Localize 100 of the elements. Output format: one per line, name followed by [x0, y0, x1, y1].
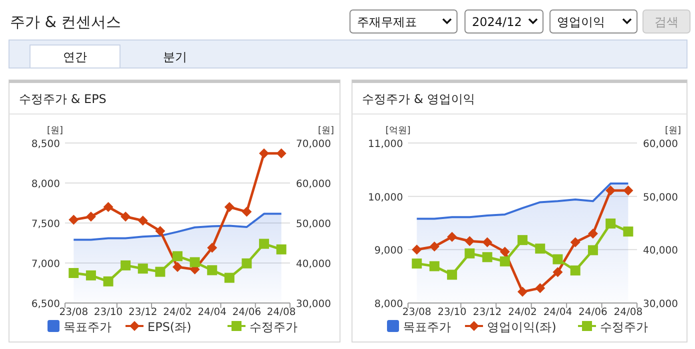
point	[224, 202, 234, 212]
point	[447, 232, 458, 242]
point	[86, 270, 96, 280]
x-tick-label: 24/04	[198, 307, 227, 318]
point	[207, 265, 218, 276]
point	[606, 218, 616, 229]
x-tick-label: 24/08	[266, 307, 296, 318]
point	[276, 148, 286, 158]
x-tick-label: 23/08	[59, 307, 88, 318]
point	[518, 235, 528, 246]
point	[429, 241, 440, 252]
x-tick-label: 23/10	[438, 307, 466, 318]
y-tick-label: 8,500	[31, 139, 60, 150]
point	[68, 268, 79, 278]
point	[138, 264, 148, 274]
y2-tick-label: 70,000	[296, 139, 331, 150]
legend-label: 수정주가	[600, 320, 648, 334]
point	[207, 242, 218, 253]
x-tick-label: 23/08	[402, 307, 432, 318]
point	[588, 228, 598, 239]
x-tick-label: 24/02	[163, 307, 192, 318]
point	[276, 244, 286, 254]
y2-tick-label: 30,000	[643, 299, 678, 310]
point	[535, 283, 546, 294]
point	[412, 258, 422, 269]
point	[535, 244, 546, 254]
point	[155, 266, 166, 277]
point	[552, 254, 563, 264]
text: 2024/12	[472, 15, 522, 29]
y2-tick-label: 50,000	[296, 219, 331, 230]
y2-axis-title: [원]	[664, 126, 681, 136]
point	[259, 238, 270, 249]
point	[412, 244, 422, 255]
point	[242, 206, 252, 217]
point	[588, 245, 598, 256]
point	[172, 251, 182, 262]
y-tick-label: 10,000	[368, 192, 403, 204]
x-tick-label: 23/10	[94, 307, 123, 318]
y-tick-label: 9,000	[374, 246, 403, 257]
y2-tick-label: 60,000	[643, 139, 678, 150]
y2-tick-label: 40,000	[643, 246, 678, 257]
x-tick-label: 24/04	[543, 307, 572, 318]
y2-tick-label: 60,000	[296, 179, 331, 190]
text: 분기	[163, 50, 187, 64]
point	[500, 256, 510, 266]
x-tick-label: 24/06	[232, 307, 262, 318]
y2-tick-label: 50,000	[643, 192, 678, 204]
x-tick-label: 23/12	[128, 307, 158, 318]
point	[190, 257, 200, 268]
point	[172, 262, 182, 272]
point	[482, 237, 492, 248]
legend-label: 영업이익(좌)	[487, 320, 556, 334]
x-tick-label: 23/12	[472, 307, 502, 318]
point	[570, 237, 580, 248]
point	[103, 202, 114, 212]
legend-label: 목표주가	[64, 320, 112, 334]
y2-tick-label: 30,000	[296, 299, 331, 310]
point	[500, 246, 510, 257]
point	[138, 216, 148, 226]
text: 주가 & 컨센서스	[10, 13, 122, 31]
point	[224, 272, 234, 283]
point	[68, 214, 79, 225]
y-tick-label: 7,500	[31, 219, 60, 230]
x-tick-label: 24/06	[578, 307, 608, 318]
y-axis-title: [억원]	[385, 126, 411, 136]
point	[259, 148, 270, 158]
point	[464, 236, 475, 246]
point	[623, 185, 634, 196]
point	[120, 212, 131, 222]
point	[86, 212, 96, 222]
y-tick-label: 11,000	[368, 139, 403, 150]
point	[623, 226, 634, 237]
y-tick-label: 6,500	[31, 299, 60, 310]
point	[155, 226, 166, 236]
point	[482, 252, 492, 262]
point	[570, 265, 580, 276]
point	[447, 270, 458, 280]
legend-label: 목표주가	[403, 320, 451, 334]
y-axis-title: [원]	[46, 126, 64, 136]
text: 주재무제표	[357, 15, 417, 29]
x-tick-label: 24/08	[614, 307, 643, 318]
point	[429, 261, 440, 272]
y-tick-label: 8,000	[374, 299, 403, 310]
chart-title: 수정주가 & EPS	[19, 92, 106, 106]
point	[242, 258, 252, 268]
y2-tick-label: 40,000	[296, 259, 331, 270]
point	[552, 267, 563, 278]
point	[518, 286, 528, 297]
legend-label: EPS(좌)	[148, 320, 192, 334]
y-tick-label: 8,000	[31, 179, 60, 190]
text: 연간	[63, 50, 87, 64]
legend-label: 수정주가	[250, 320, 298, 334]
point	[464, 248, 475, 258]
point	[606, 185, 616, 196]
text: 영업이익	[557, 15, 605, 29]
text: 검색	[654, 15, 678, 29]
y-tick-label: 7,000	[31, 259, 60, 270]
x-tick-label: 24/02	[508, 307, 537, 318]
point	[103, 276, 114, 286]
chart-title: 수정주가 & 영업이익	[362, 92, 475, 106]
